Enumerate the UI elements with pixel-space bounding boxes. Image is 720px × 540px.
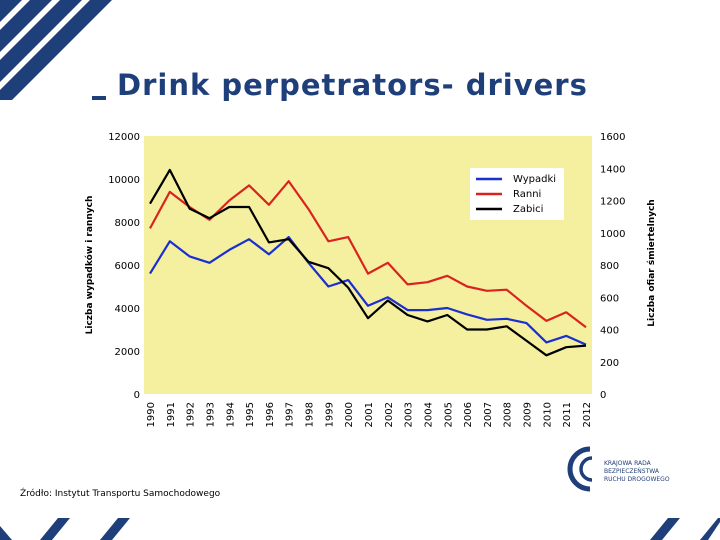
right-tick-label: 1400: [600, 164, 625, 175]
legend-label-zabici: Zabici: [513, 204, 543, 215]
title-accent: [92, 96, 106, 100]
right-tick-label: 600: [600, 293, 619, 304]
left-tick-label: 0: [134, 390, 140, 401]
x-tick-label: 1998: [305, 402, 316, 427]
slide-title: Drink perpetrators- drivers: [117, 68, 588, 102]
x-tick-label: 2001: [364, 402, 375, 427]
left-axis-title: Liczba wypadków i rannych: [84, 196, 95, 335]
right-tick-label: 200: [600, 358, 619, 369]
top-left-stripes: [0, 0, 112, 100]
x-tick-label: 1991: [166, 402, 177, 427]
series-line-wypadki: [149, 235, 587, 346]
x-tick-label: 2000: [344, 402, 355, 427]
x-tick-label: 1992: [186, 402, 197, 427]
left-tick-label: 8000: [115, 218, 140, 229]
left-tick-label: 6000: [115, 261, 140, 272]
left-tick-label: 2000: [115, 347, 140, 358]
logo-text-1: KRAJOWA RADA: [604, 460, 651, 467]
x-tick-label: 2006: [463, 402, 474, 427]
series-layer: [149, 168, 587, 357]
right-tick-label: 1000: [600, 229, 625, 240]
logo-text-3: RUCHU DROGOWEGO: [604, 476, 670, 483]
right-tick-label: 0: [600, 390, 606, 401]
x-tick-label: 1999: [324, 402, 335, 427]
left-tick-label: 10000: [108, 175, 140, 186]
legend: Wypadki Ranni Zabici: [470, 168, 564, 220]
legend-label-wypadki: Wypadki: [513, 174, 556, 185]
source-note: Źródło: Instytut Transportu Samochodoweg…: [20, 489, 221, 499]
x-tick-label: 1996: [265, 402, 276, 427]
series-line-zabici: [149, 168, 587, 357]
right-axis-ticks: 0 200 400 600 800 1000 1200 1400 1600: [600, 132, 625, 401]
right-axis-title: Liczba ofiar śmiertelnych: [646, 199, 657, 326]
x-tick-label: 1994: [225, 402, 236, 427]
bottom-stripes: [0, 518, 720, 540]
x-tick-label: 1990: [146, 402, 157, 427]
x-tick-label: 2009: [523, 402, 534, 427]
x-tick-label: 1995: [245, 402, 256, 427]
x-tick-label: 2012: [582, 402, 593, 427]
x-tick-label: 2011: [562, 402, 573, 427]
legend-label-ranni: Ranni: [513, 189, 541, 200]
left-axis-ticks: 0 2000 4000 6000 8000 10000 12000: [108, 132, 140, 401]
chart: 0 2000 4000 6000 8000 10000 12000 0 200 400 600 80…: [84, 132, 657, 427]
x-tick-label: 2008: [503, 402, 514, 427]
krbrd-logo: [567, 446, 593, 492]
left-tick-label: 12000: [108, 132, 140, 143]
logo-text-2: BEZPIECZEŃSTWA: [604, 468, 659, 475]
series-line-ranni: [149, 180, 587, 329]
x-tick-label: 2010: [542, 402, 553, 427]
x-tick-label: 2002: [384, 402, 395, 427]
x-tick-label: 2005: [443, 402, 454, 427]
x-tick-label: 2007: [483, 402, 494, 427]
right-tick-label: 1200: [600, 197, 625, 208]
x-axis-ticks: 1990 1991 1992 1993 1994 1995 1996 1997 1998 1999…: [146, 402, 593, 427]
x-tick-label: 2004: [423, 402, 434, 427]
x-tick-label: 1993: [205, 402, 216, 427]
right-tick-label: 800: [600, 261, 619, 272]
x-tick-label: 1997: [285, 402, 296, 427]
right-tick-label: 400: [600, 326, 619, 337]
right-tick-label: 1600: [600, 132, 625, 143]
x-tick-label: 2003: [404, 402, 415, 427]
left-tick-label: 4000: [115, 304, 140, 315]
